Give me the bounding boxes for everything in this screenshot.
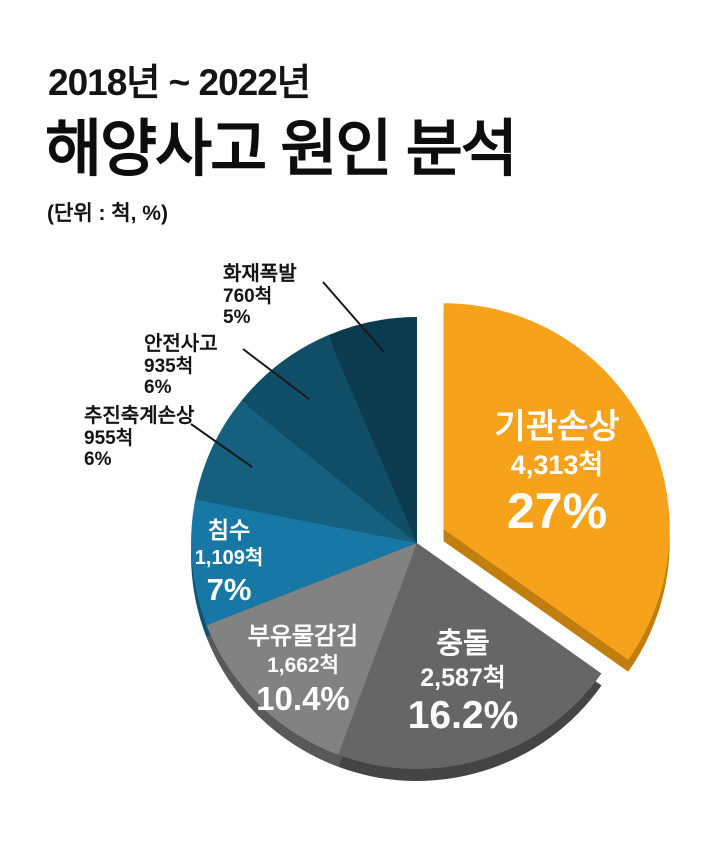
slice-count: 955척	[84, 427, 134, 449]
slice-count: 935척	[144, 355, 194, 377]
pie-slice-entanglement	[206, 543, 417, 755]
slice-name: 부유물감김	[247, 623, 359, 650]
pie-slice-safety-accident	[241, 335, 417, 543]
pie-slice-shaft-damage	[195, 400, 417, 543]
leader-line-safety-accident	[242, 348, 310, 400]
slice-label-entanglement: 부유물감김 1,662척 10.4%	[213, 623, 393, 718]
slice-percent: 7%	[206, 571, 252, 607]
slice-name: 충돌	[436, 628, 490, 660]
slice-count: 1,662척	[267, 653, 339, 677]
pie-slice-engine-damage	[443, 303, 670, 660]
callout-label-safety-accident: 안전사고 935척 6%	[144, 333, 218, 399]
page-title: 해양사고 원인 분석	[45, 115, 518, 184]
slice-percent: 27%	[506, 482, 608, 539]
slice-count: 1,109척	[194, 546, 264, 569]
leader-line-shaft-damage	[190, 423, 253, 468]
slice-name: 침수	[207, 517, 251, 543]
pie-slice-flooding	[191, 499, 417, 626]
slice-count: 2,587척	[420, 663, 506, 692]
leader-line-fire-explosion	[322, 281, 385, 353]
slice-percent: 10.4%	[256, 680, 350, 718]
slice-count: 4,313척	[510, 450, 604, 481]
callout-label-shaft-damage: 추진축계손상 955척 6%	[84, 405, 194, 471]
slice-label-engine-damage: 기관손상 4,313척 27%	[457, 407, 657, 539]
slice-name: 화재폭발	[223, 263, 297, 285]
slice-name: 안전사고	[144, 333, 218, 355]
pie-slice-fire-explosion	[328, 317, 417, 543]
slice-label-collision: 충돌 2,587척 16.2%	[383, 627, 543, 739]
slice-percent: 6%	[144, 377, 172, 399]
slice-percent: 16.2%	[407, 694, 519, 738]
title-period: 2018년 ~ 2022년	[48, 62, 311, 103]
slice-percent: 5%	[223, 307, 251, 329]
unit-note: (단위 : 척, %)	[47, 202, 168, 225]
slice-label-flooding: 침수 1,109척 7%	[159, 517, 299, 607]
slice-name: 기관손상	[494, 408, 620, 446]
callout-label-fire-explosion: 화재폭발 760척 5%	[223, 263, 297, 329]
slice-percent: 6%	[84, 449, 112, 471]
pie-slice-collision	[338, 543, 602, 769]
slice-count: 760척	[223, 285, 273, 307]
slice-name: 추진축계손상	[84, 405, 195, 427]
